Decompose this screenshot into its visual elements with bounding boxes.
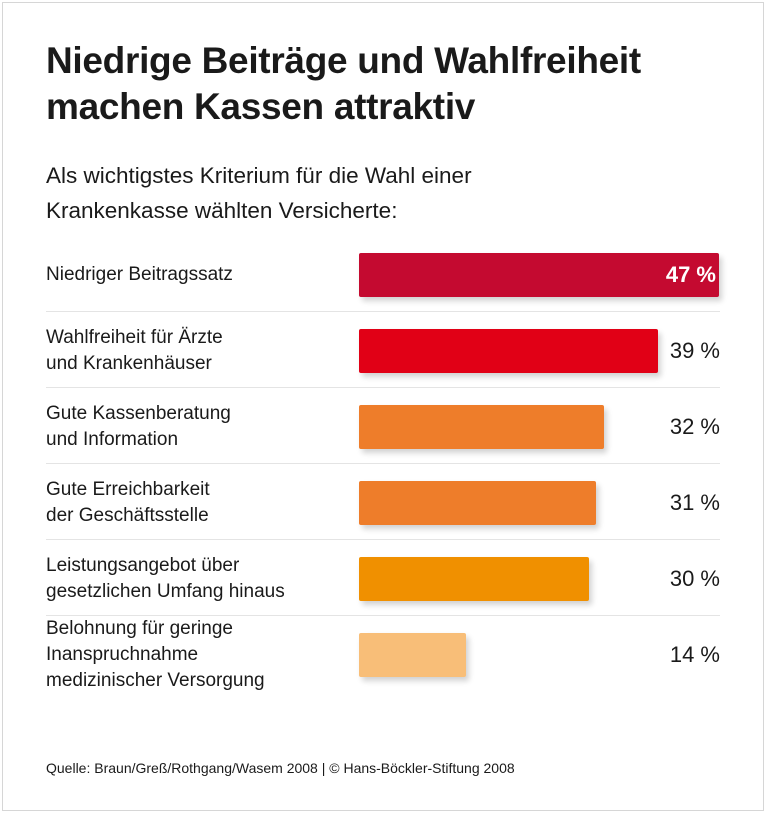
value-label: 39 %	[669, 338, 720, 363]
category-label: Gute Erreichbarkeit der Geschäftsstelle	[46, 479, 210, 526]
category-label: Belohnung für geringe Inanspruchnahme me…	[46, 618, 265, 691]
row-separator	[46, 311, 720, 312]
category-label: Leistungsangebot über gesetzlichen Umfan…	[46, 555, 285, 602]
bar	[359, 557, 589, 601]
source-note: Quelle: Braun/Greß/Rothgang/Wasem 2008 |…	[46, 760, 515, 776]
value-label: 31 %	[669, 490, 720, 515]
bar	[359, 329, 658, 373]
bar-row: Gute Erreichbarkeit der Geschäftsstelle 3…	[46, 465, 720, 541]
category-label: Niedriger Beitragssatz	[46, 264, 233, 285]
bar-row: Wahlfreiheit für Ärzte und Krankenhäuser…	[46, 313, 720, 389]
chart-title: Niedrige Beiträge und Wahlfreiheit mache…	[46, 40, 641, 127]
row-separator	[46, 463, 720, 464]
bar-row: Niedriger Beitragssatz 47 %	[46, 237, 720, 313]
chart-subtitle: Als wichtigstes Kriterium für die Wahl e…	[46, 163, 472, 223]
bar	[359, 481, 597, 525]
bar-row: Belohnung für geringe Inanspruchnahme me…	[46, 617, 720, 693]
row-separator	[46, 387, 720, 388]
row-separator	[46, 539, 720, 540]
value-label: 32 %	[669, 414, 720, 439]
bar	[359, 253, 719, 297]
bar-row: Leistungsangebot über gesetzlichen Umfan…	[46, 541, 720, 617]
bar-row: Gute Kassenberatung und Information 32 %	[46, 389, 720, 465]
row-separator	[46, 615, 720, 616]
value-label: 30 %	[669, 566, 720, 591]
category-label: Gute Kassenberatung und Information	[46, 403, 231, 450]
category-label: Wahlfreiheit für Ärzte und Krankenhäuser	[46, 327, 223, 374]
bar	[359, 405, 605, 449]
bar	[359, 633, 467, 677]
value-label: 47 %	[665, 262, 716, 287]
value-label: 14 %	[669, 642, 720, 667]
